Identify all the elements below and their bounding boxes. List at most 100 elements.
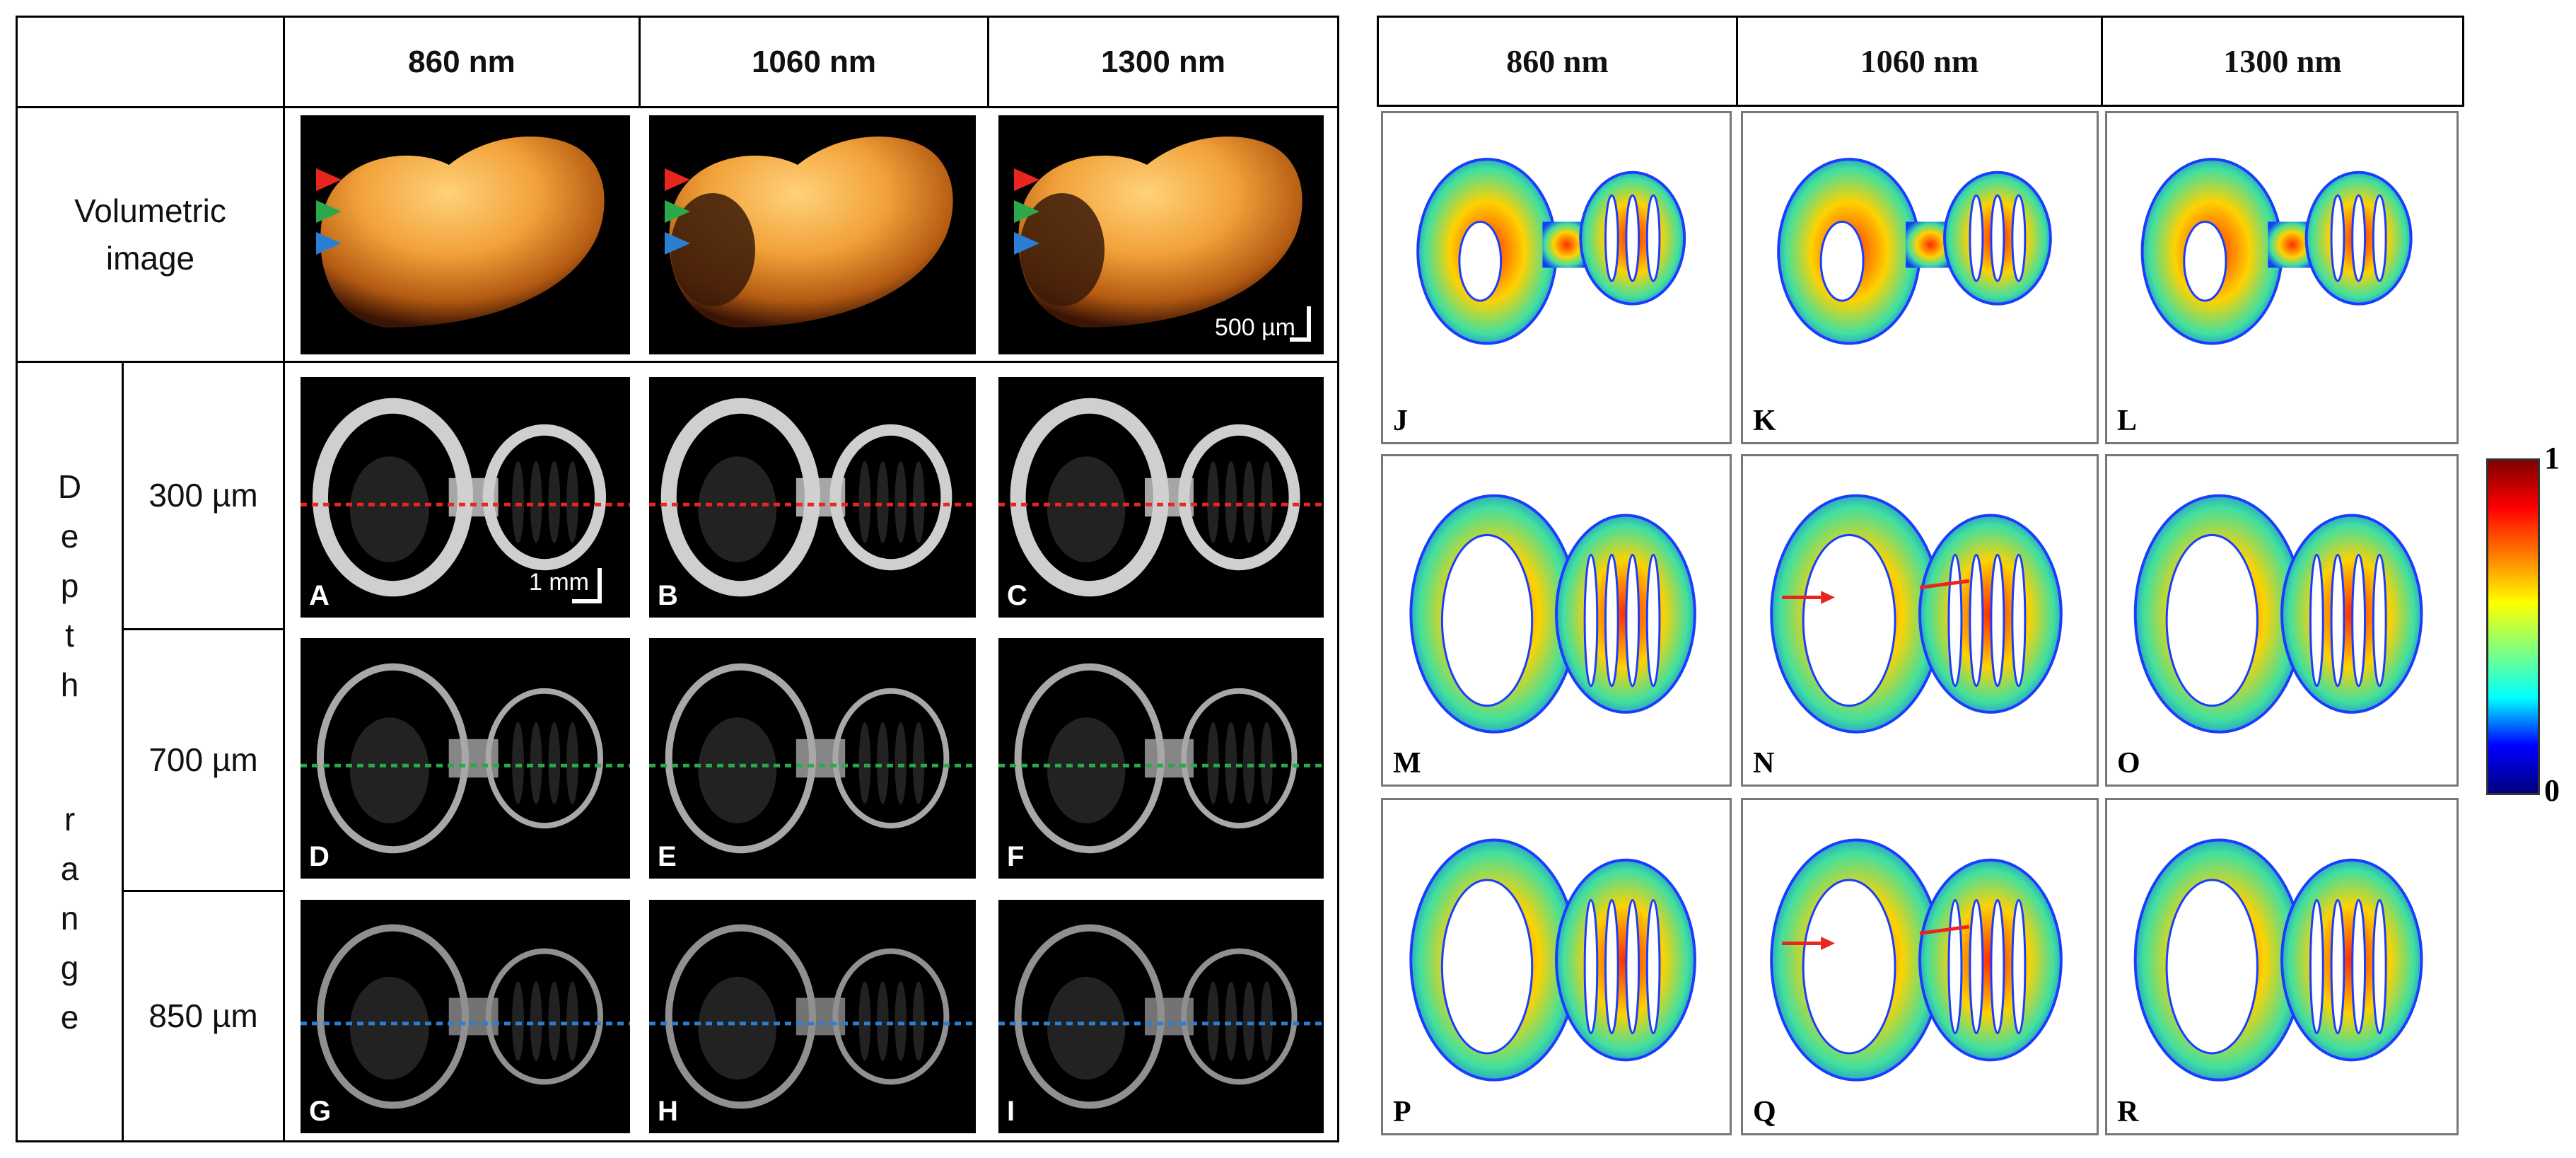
oct-slice-panel: D: [301, 638, 630, 879]
heatmap-panel-letter: N: [1753, 747, 1775, 780]
cavity: [548, 722, 561, 804]
tissue-volume: [320, 137, 605, 328]
cavity: [1261, 461, 1273, 543]
depth-300-label: 300 µm: [148, 477, 258, 514]
heatmap-panel: L: [2105, 111, 2459, 444]
cavity: [566, 461, 578, 543]
arrow-marker-icon: [1014, 232, 1039, 255]
cavity: [512, 722, 524, 804]
heatmap-cavity: [2011, 194, 2027, 282]
range-letter: e: [60, 998, 79, 1036]
heatmap-cavity: [1645, 553, 1661, 688]
tissue-outline: [1181, 948, 1298, 1085]
depth-letter: D: [57, 468, 82, 505]
heatmap-cavity: [2309, 898, 2324, 1035]
cavity: [1047, 456, 1126, 562]
arrow-marker-icon: [665, 200, 690, 223]
heatmap-cavity: [2351, 898, 2366, 1035]
panel-letter: C: [1007, 580, 1027, 611]
cavity: [858, 981, 871, 1061]
cavity: [548, 981, 561, 1061]
cavity: [894, 722, 907, 804]
oct-slice-panel: G: [301, 900, 630, 1133]
heatmap-cavity: [1990, 898, 2005, 1035]
heatmap-col-header-860: 860 nm: [1506, 43, 1609, 79]
heatmap-panel: J: [1381, 111, 1732, 444]
heatmap-cavity: [1440, 533, 1534, 707]
cavity: [1047, 717, 1126, 823]
oct-slice-panel: C: [998, 377, 1324, 618]
heatmap-panel-letter: L: [2117, 405, 2138, 437]
heatmap-cavity: [2330, 194, 2345, 282]
cavity: [566, 722, 578, 804]
heatmap-cavity: [2183, 220, 2227, 302]
heatmap-cavity: [1625, 553, 1640, 688]
colorbar-min-label: 0: [2544, 773, 2560, 808]
arrow-marker-icon: [1014, 168, 1039, 191]
tissue-outline: [1181, 688, 1298, 829]
oct-slice-panel: B: [649, 377, 976, 618]
heatmap-panel-letter: M: [1393, 747, 1421, 780]
depth-letter: t: [65, 616, 74, 654]
cavity: [1207, 981, 1219, 1061]
cavity: [912, 981, 925, 1061]
panel-letter: B: [658, 580, 678, 611]
oct-slice-panel: A 1 mm: [301, 377, 630, 618]
heatmap-cavity: [2165, 879, 2259, 1055]
panel-letter: E: [658, 841, 677, 872]
heatmap-panel-letter: J: [1393, 405, 1408, 437]
heatmap-col-header-1060: 1060 nm: [1860, 43, 1979, 79]
cavity: [858, 722, 871, 804]
slice-scalebar: [598, 568, 602, 603]
cavity: [877, 461, 889, 543]
heatmap-cavity: [1802, 879, 1896, 1055]
slice-scalebar: [572, 599, 602, 603]
volumetric-image-panel: 500 µm: [998, 115, 1324, 354]
heatmap-cavity: [2351, 194, 2366, 282]
panel-letter: D: [309, 841, 330, 872]
heatmap-cavity: [1604, 898, 1619, 1035]
range-letter: n: [60, 899, 79, 937]
cavity: [566, 981, 578, 1061]
cavity: [1225, 981, 1237, 1061]
depth-850-label: 850 µm: [148, 997, 258, 1035]
arrow-marker-icon: [1014, 200, 1039, 223]
col-header-1300: 1300 nm: [1100, 44, 1226, 79]
cavity: [877, 722, 889, 804]
cavity: [1047, 976, 1126, 1080]
heatmap-panel-letter: R: [2117, 1096, 2139, 1128]
depth-letter: h: [60, 666, 79, 703]
heatmap-cavity: [1604, 553, 1619, 688]
tissue-outline: [485, 948, 604, 1085]
heatmap-panel: O: [2105, 454, 2459, 787]
volume-scalebar-label: 500 µm: [1214, 314, 1295, 341]
heatmap-panel-letter: K: [1753, 405, 1776, 437]
cavity: [530, 722, 542, 804]
heatmap-cavity: [2165, 533, 2259, 707]
depth-letter: e: [60, 517, 79, 555]
cavity: [349, 717, 429, 823]
cavity: [894, 981, 907, 1061]
heatmap-cavity: [2351, 553, 2366, 688]
heatmap-panel: R: [2105, 798, 2459, 1135]
red-arrow-icon: [1821, 591, 1836, 604]
heatmap-panel: K: [1741, 111, 2099, 444]
panel-letter: I: [1007, 1096, 1015, 1127]
panel-letter: H: [658, 1096, 678, 1127]
heatmap-cavity: [1802, 533, 1896, 707]
heatmap-cavity: [2309, 553, 2324, 688]
col-header-860: 860 nm: [408, 44, 515, 79]
cavity: [1207, 461, 1219, 543]
heatmap-cavity: [1458, 220, 1503, 302]
heatmap-cavity: [2330, 553, 2345, 688]
volumetric-image-panel: [301, 115, 630, 354]
cavity: [1225, 461, 1237, 543]
depth-700-label: 700 µm: [148, 741, 258, 779]
heatmap-cavity: [2330, 898, 2345, 1035]
heatmap-cavity: [1583, 898, 1599, 1035]
cavity: [912, 461, 925, 543]
slice-scalebar-label: 1 mm: [529, 569, 589, 596]
red-arrow-icon: [1821, 937, 1836, 950]
cavity: [698, 976, 777, 1080]
oct-slice-panel: I: [998, 900, 1324, 1133]
